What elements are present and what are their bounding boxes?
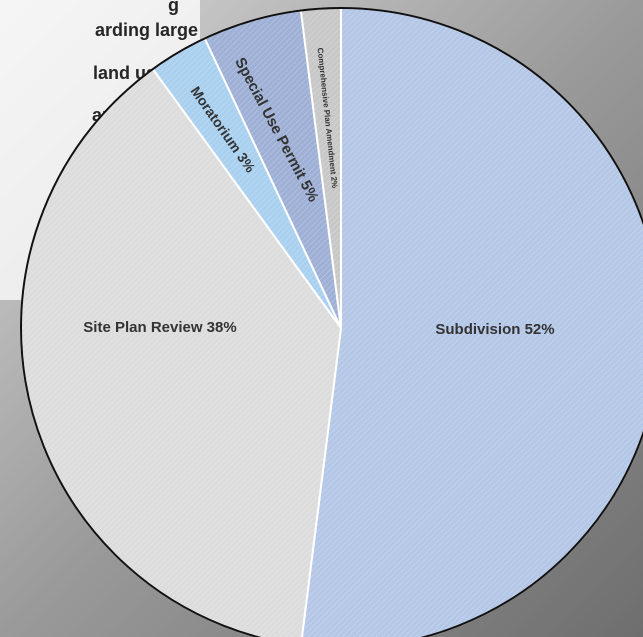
pie-outline — [20, 7, 643, 637]
slice-hatch — [152, 38, 341, 328]
slice-label: Site Plan Review 38% — [83, 319, 236, 336]
slice-hatch — [301, 8, 643, 637]
slice-hatch — [300, 8, 341, 328]
slice-hatch — [21, 69, 341, 637]
background-text: g — [168, 0, 179, 15]
background-text: arding large — [95, 20, 198, 40]
slice-label: Subdivision 52% — [435, 321, 554, 338]
slice-hatch — [204, 10, 341, 329]
